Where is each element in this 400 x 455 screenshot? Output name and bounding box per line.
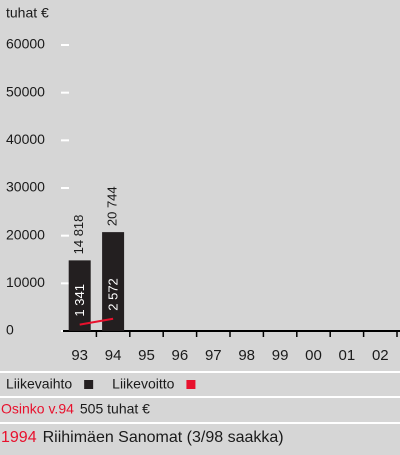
line — [79, 317, 114, 326]
y-tick-label: 0 — [6, 322, 14, 338]
y-tick-label: 20000 — [6, 226, 45, 242]
x-tick-label: 00 — [305, 347, 322, 364]
y-tick-label: 50000 — [6, 83, 45, 99]
value-label: 2 572 — [106, 278, 121, 311]
y-tick-label: 30000 — [6, 179, 45, 195]
value-label: 14 818 — [71, 215, 86, 255]
value-label: 20 744 — [105, 186, 120, 226]
y-tick-label: 40000 — [6, 131, 45, 147]
x-tick-label: 94 — [105, 347, 122, 364]
footer-text: Riihimäen Sanomat (3/98 saakka) — [43, 429, 284, 446]
legend-swatch — [186, 380, 196, 389]
x-tick-label: 93 — [71, 347, 88, 364]
legend-swatch — [84, 380, 94, 389]
x-tick-label: 97 — [205, 347, 222, 364]
x-tick-label: 95 — [138, 347, 155, 364]
value-label: 1 341 — [72, 284, 87, 317]
unit-label: tuhat € — [6, 5, 49, 21]
legend-label: Liikevoitto — [112, 376, 174, 392]
footer-label: Osinko v.94 — [1, 401, 74, 417]
x-tick-label: 02 — [372, 347, 389, 364]
bar — [68, 260, 91, 331]
x-tick-label: 98 — [238, 347, 255, 364]
y-tick-label: 10000 — [6, 274, 45, 290]
x-tick-label: 96 — [172, 347, 189, 364]
bar — [102, 232, 125, 331]
legend-label: Liikevaihto — [6, 376, 72, 392]
footer-text: 505 tuhat € — [80, 401, 150, 417]
x-tick-label: 99 — [272, 347, 289, 364]
y-tick-label: 60000 — [6, 36, 45, 52]
x-tick-label: 01 — [339, 347, 356, 364]
footer-label: 1994 — [1, 429, 37, 446]
